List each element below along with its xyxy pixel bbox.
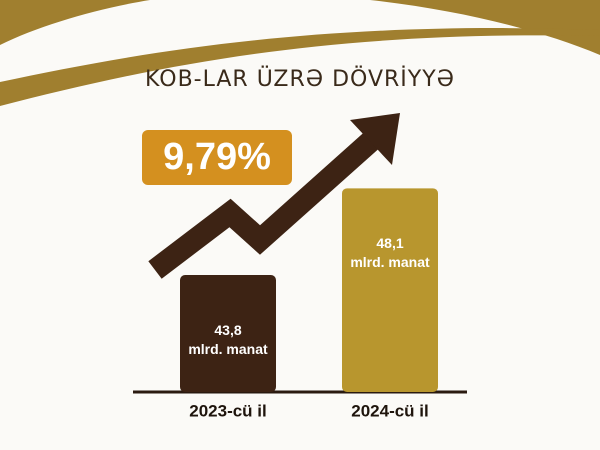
- decor-wave: [0, 0, 150, 45]
- annotation: 9,79%: [163, 136, 271, 178]
- bar: [342, 188, 438, 392]
- value-unit: mlrd. manat: [350, 254, 430, 271]
- badge: [142, 130, 292, 185]
- value-unit: mlrd. manat: [188, 341, 268, 358]
- x-tick-label: 2023-cü il: [189, 401, 267, 420]
- bar: [180, 275, 276, 392]
- decor-wave: [370, 0, 600, 55]
- value-label: 48,1 mlrd. manat: [330, 234, 450, 272]
- x-tick-label: 2024-cü il: [351, 401, 429, 420]
- value-number: 43,8: [214, 322, 242, 339]
- decor-wave: [0, 28, 600, 106]
- trend-arrow: [148, 131, 380, 279]
- value-number: 48,1: [376, 235, 404, 252]
- arrow-head: [350, 113, 400, 165]
- value-label: 43,8 mlrd. manat: [168, 321, 288, 359]
- chart-title: KOB-LAR ÜZRƏ DÖVRİYYƏ: [145, 66, 455, 92]
